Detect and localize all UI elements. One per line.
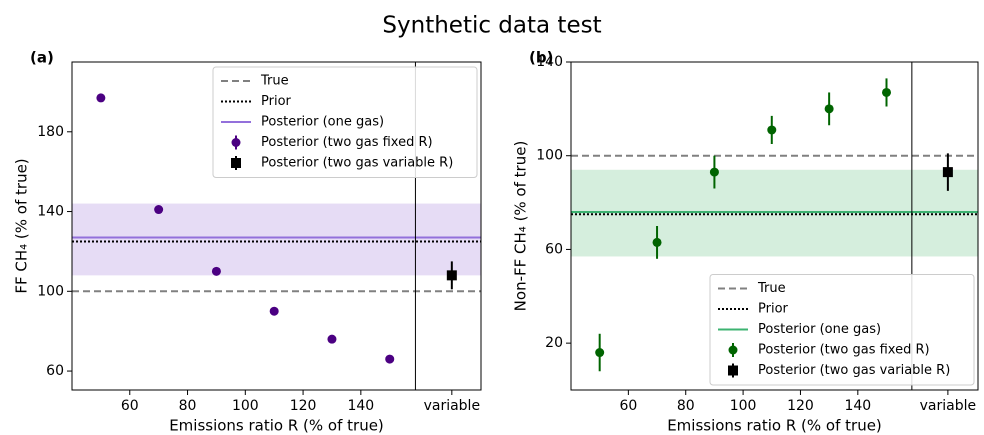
x-tick-label: variable	[424, 398, 480, 414]
point	[154, 205, 164, 215]
legend-handle	[728, 345, 738, 355]
legend-label: Prior	[758, 302, 789, 317]
legend-label: Posterior (one gas)	[261, 115, 384, 130]
legend-box	[709, 274, 975, 386]
point	[446, 270, 457, 281]
x-axis-label: Emissions ratio R (% of true)	[667, 417, 882, 435]
point	[211, 266, 221, 276]
y-axis-label: Non-FF CH₄ (% of true)	[512, 141, 530, 312]
point	[652, 237, 662, 247]
posterior-band	[571, 169, 978, 257]
y-tick-label: 60	[545, 241, 563, 257]
x-tick-label: 120	[787, 398, 814, 414]
y-tick-label: 100	[536, 148, 563, 164]
point	[767, 125, 777, 135]
point	[942, 167, 953, 178]
legend-label: Posterior (two gas variable R)	[261, 156, 453, 171]
legend-label: Posterior (one gas)	[758, 322, 881, 337]
legend-label: Posterior (two gas fixed R)	[758, 343, 930, 358]
legend-handle	[231, 138, 241, 147]
y-tick-label: 140	[37, 204, 64, 220]
x-tick-label: 60	[121, 398, 139, 414]
legend-label: Prior	[261, 94, 292, 109]
legend-label: Posterior (two gas fixed R)	[261, 135, 433, 150]
figure-title: Synthetic data test	[382, 13, 601, 39]
point	[824, 104, 834, 114]
legend-box	[212, 66, 478, 178]
point	[96, 93, 106, 103]
x-tick-label: 100	[232, 398, 259, 414]
x-tick-label: 60	[619, 398, 637, 414]
x-tick-label: variable	[920, 398, 976, 414]
x-tick-label: 100	[730, 398, 757, 414]
x-tick-label: 140	[347, 398, 374, 414]
y-tick-label: 140	[536, 54, 563, 70]
legend-label: Posterior (two gas variable R)	[758, 363, 950, 378]
point	[595, 348, 605, 358]
panel-label: (b)	[529, 49, 553, 67]
plot-frame	[570, 61, 979, 391]
y-tick-label: 180	[37, 124, 64, 140]
point	[709, 167, 719, 177]
x-tick-label: 80	[179, 398, 197, 414]
x-axis-label: Emissions ratio R (% of true)	[169, 417, 384, 435]
y-axis-label: FF CH₄ (% of true)	[13, 158, 31, 293]
plot-frame	[71, 61, 482, 391]
point	[269, 306, 279, 316]
x-tick-label: 140	[844, 398, 871, 414]
y-tick-label: 60	[46, 363, 64, 379]
point	[327, 334, 337, 344]
y-tick-label: 20	[545, 335, 563, 351]
legend-handle	[231, 158, 241, 168]
point	[385, 354, 395, 364]
panel-label: (a)	[30, 49, 54, 67]
posterior-band	[72, 203, 481, 276]
x-tick-label: 80	[677, 398, 695, 414]
y-tick-label: 100	[37, 283, 64, 299]
x-tick-label: 120	[290, 398, 317, 414]
point	[882, 87, 892, 97]
legend-handle	[728, 365, 738, 376]
legend-label: True	[757, 281, 786, 296]
legend-label: True	[260, 74, 289, 89]
